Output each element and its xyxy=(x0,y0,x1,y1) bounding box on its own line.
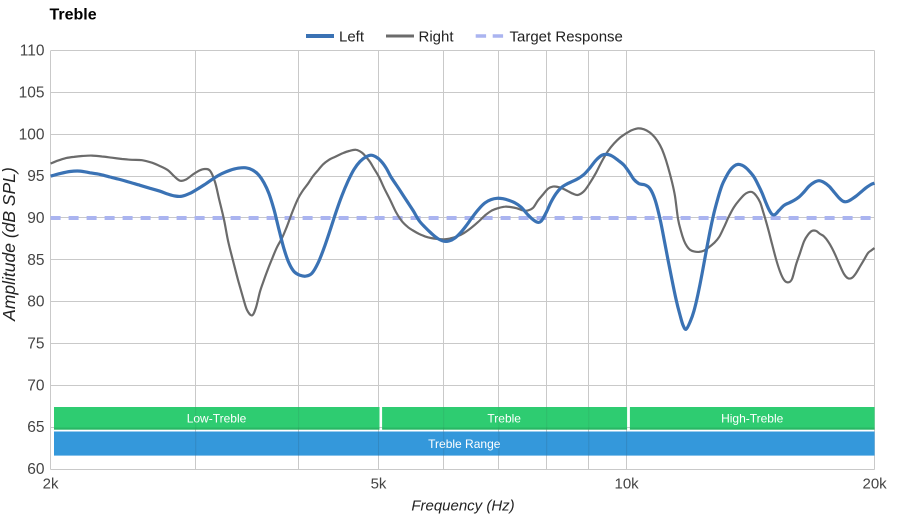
svg-text:95: 95 xyxy=(27,168,44,185)
svg-text:20k: 20k xyxy=(863,476,888,493)
svg-text:90: 90 xyxy=(27,210,45,227)
svg-text:Treble: Treble xyxy=(50,7,97,24)
svg-text:Amplitude (dB SPL): Amplitude (dB SPL) xyxy=(0,167,19,322)
svg-text:2k: 2k xyxy=(43,476,59,493)
svg-text:Treble Range: Treble Range xyxy=(428,437,501,451)
svg-text:80: 80 xyxy=(27,294,45,311)
svg-text:Low-Treble: Low-Treble xyxy=(187,411,247,425)
svg-text:105: 105 xyxy=(19,84,45,101)
svg-text:60: 60 xyxy=(27,461,45,478)
svg-text:5k: 5k xyxy=(371,476,387,493)
svg-text:Left: Left xyxy=(339,28,365,45)
svg-text:110: 110 xyxy=(20,43,45,60)
svg-text:Frequency (Hz): Frequency (Hz) xyxy=(411,498,514,515)
svg-text:100: 100 xyxy=(19,126,45,143)
svg-text:70: 70 xyxy=(27,377,45,394)
svg-text:75: 75 xyxy=(27,336,44,353)
svg-text:85: 85 xyxy=(27,252,44,269)
svg-text:High-Treble: High-Treble xyxy=(721,411,784,425)
svg-text:Right: Right xyxy=(419,28,455,45)
svg-text:65: 65 xyxy=(27,419,44,436)
svg-text:Treble: Treble xyxy=(487,411,521,425)
svg-text:Target Response: Target Response xyxy=(510,28,623,45)
svg-text:10k: 10k xyxy=(615,476,640,493)
